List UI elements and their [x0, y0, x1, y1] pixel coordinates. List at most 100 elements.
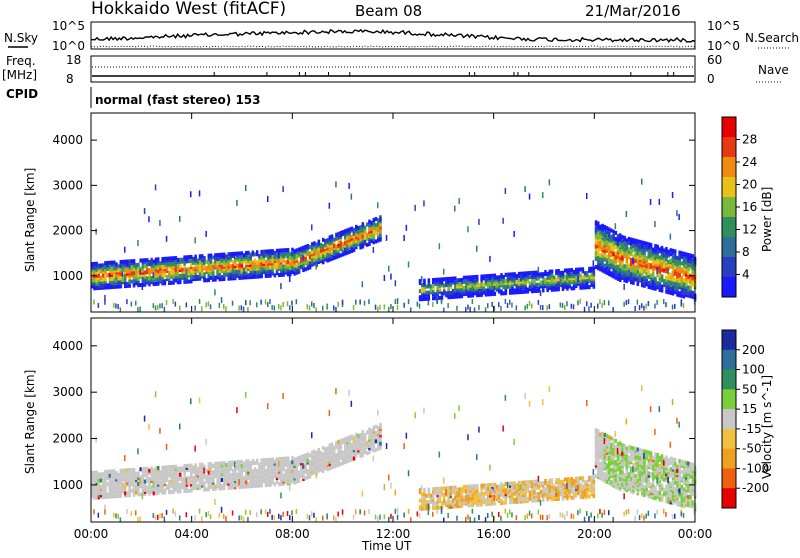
heatmap-cell [538, 482, 541, 486]
heatmap-cell [491, 274, 494, 278]
heatmap-cell [535, 283, 538, 287]
heatmap-cell [531, 287, 534, 291]
heatmap-cell [113, 469, 116, 473]
heatmap-cell [342, 509, 344, 514]
heatmap-cell [478, 515, 480, 520]
heatmap-cell [265, 458, 268, 462]
heatmap-cell [538, 510, 540, 515]
heatmap-cell [593, 271, 596, 275]
heatmap-cell [546, 305, 548, 310]
heatmap-cell [333, 305, 335, 310]
heatmap-cell [634, 253, 637, 257]
heatmap-cell [100, 472, 103, 476]
heatmap-cell [375, 305, 377, 310]
heatmap-cell [529, 275, 532, 279]
heatmap-cell [579, 483, 582, 487]
heatmap-cell [643, 257, 646, 261]
heatmap-cell [267, 302, 269, 307]
heatmap-cell [159, 220, 161, 226]
heatmap-cell [474, 285, 477, 289]
heatmap-cell [615, 276, 618, 280]
heatmap-cell [683, 252, 686, 256]
heatmap-cell [577, 300, 579, 305]
heatmap-cell [122, 475, 125, 479]
heatmap-cell [604, 264, 607, 268]
heatmap-cell [225, 516, 227, 521]
heatmap-cell [430, 284, 433, 288]
heatmap-cell [113, 484, 116, 488]
heatmap-cell [665, 276, 668, 280]
heatmap-cell [375, 515, 377, 520]
heatmap-cell [520, 481, 523, 485]
heatmap-cell [672, 281, 675, 285]
heatmap-cell [285, 248, 288, 252]
heatmap-cell [260, 509, 262, 514]
heatmap-cell [485, 483, 488, 487]
heatmap-cell [126, 491, 129, 495]
heatmap-cell [359, 225, 362, 229]
heatmap-cell [549, 276, 552, 280]
heatmap-cell [685, 289, 688, 293]
heatmap-cell [513, 282, 516, 286]
heatmap-cell [476, 246, 478, 252]
heatmap-cell [210, 485, 213, 489]
heatmap-cell [144, 270, 147, 274]
heatmap-cell [148, 490, 151, 494]
heatmap-cell [238, 479, 240, 485]
heatmap-cell [320, 457, 323, 461]
heatmap-cell [362, 222, 365, 226]
heatmap-cell [142, 493, 144, 499]
heatmap-cell [612, 256, 615, 260]
heatmap-cell [485, 498, 488, 502]
heatmap-cell [142, 473, 145, 477]
heatmap-cell [454, 486, 457, 490]
heatmap-cell [630, 250, 633, 254]
heatmap-cell [120, 276, 123, 280]
heatmap-cell [208, 462, 211, 466]
heatmap-cell [364, 225, 367, 229]
heatmap-cell [454, 490, 457, 494]
heatmap-cell [137, 277, 140, 281]
heatmap-cell [227, 465, 230, 469]
heatmap-cell [454, 281, 457, 285]
heatmap-cell [194, 255, 197, 259]
heatmap-cell [256, 473, 259, 477]
heatmap-cell [601, 303, 603, 308]
heatmap-cell [161, 265, 164, 269]
heatmap-cell [678, 251, 681, 255]
heatmap-cell [364, 234, 367, 238]
heatmap-cell [513, 231, 515, 237]
heatmap-cell [535, 480, 538, 484]
heatmap-cell [210, 254, 213, 258]
heatmap-cell [131, 480, 134, 484]
heatmap-cell [599, 299, 601, 304]
heatmap-cell [645, 304, 647, 309]
heatmap-cell [639, 244, 642, 248]
heatmap-cell [271, 305, 273, 310]
heatmap-cell [467, 282, 470, 286]
heatmap-cell [137, 263, 140, 267]
heatmap-cell [522, 272, 525, 276]
heatmap-cell [425, 291, 428, 295]
heatmap-cell [474, 488, 477, 492]
heatmap-cell [117, 268, 120, 272]
freq-label: Freq. [6, 54, 36, 68]
heatmap-cell [663, 299, 665, 304]
heatmap-cell [104, 300, 106, 305]
heatmap-cell [111, 469, 114, 473]
heatmap-cell [529, 271, 532, 275]
heatmap-cell [280, 457, 283, 461]
heatmap-cell [632, 258, 634, 264]
heatmap-cell [571, 496, 574, 500]
heatmap-cell [681, 261, 684, 265]
heatmap-cell [159, 513, 161, 518]
heatmap-cell [478, 305, 480, 310]
heatmap-cell [153, 264, 156, 268]
heatmap-cell [606, 226, 609, 230]
heatmap-cell [351, 227, 354, 231]
heatmap-cell [491, 302, 493, 307]
heatmap-cell [643, 306, 645, 311]
noise-right-tick-top: 10^5 [707, 19, 740, 33]
heatmap-cell [463, 489, 466, 493]
heatmap-cell [274, 459, 277, 463]
